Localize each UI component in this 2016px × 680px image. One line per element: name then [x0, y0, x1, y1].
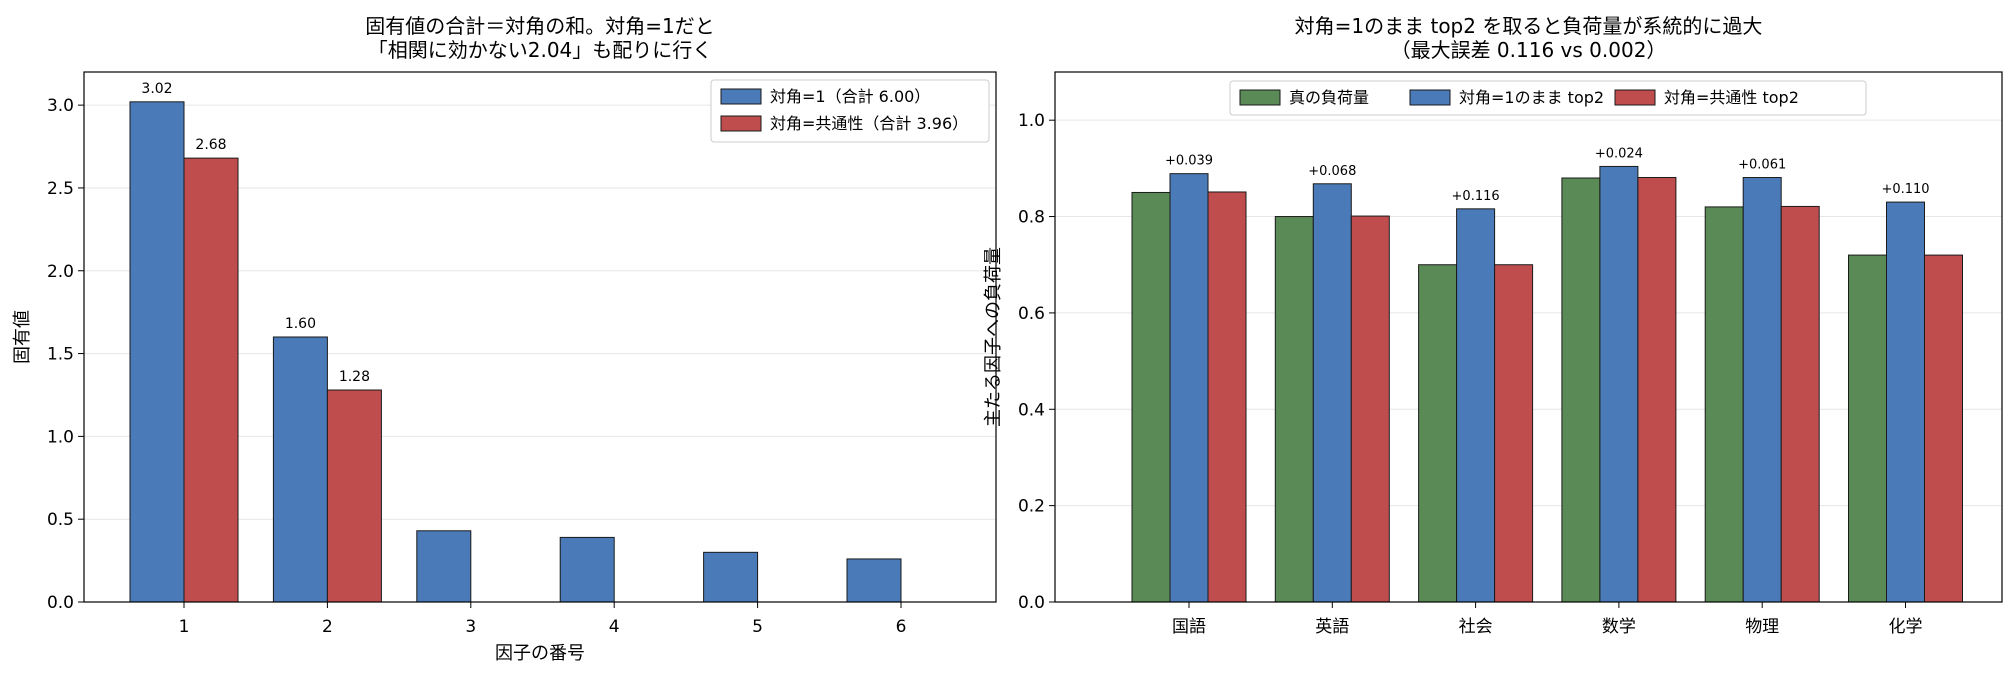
legend: 対角=1（合計 6.00） 対角=共通性（合計 3.96）	[710, 79, 990, 143]
chart-1: 固有値の合計＝対角の和。対角=1だと「相関に効かない2.04」も配りに行く 0.0…	[12, 14, 997, 664]
legend-box	[710, 79, 990, 143]
y-tick-label: 2.0	[47, 262, 74, 282]
y-tick-label: 0.2	[1018, 497, 1045, 517]
bar	[1704, 206, 1744, 603]
x-tick-label: 物理	[1745, 617, 1779, 637]
data-label: +0.068	[1308, 164, 1356, 179]
x-tick-label: 化学	[1889, 617, 1923, 637]
x-tick-label: 数学	[1602, 617, 1636, 637]
chart-title-line: 対角=1のまま top2 を取ると負荷量が系統的に過大	[1295, 14, 1763, 38]
bar	[559, 536, 615, 603]
bar	[272, 336, 328, 603]
legend-swatch	[1239, 89, 1281, 106]
bar	[416, 530, 472, 603]
legend-label: 対角=共通性（合計 3.96）	[770, 114, 968, 133]
bar	[1131, 191, 1171, 603]
data-label: +0.110	[1881, 182, 1929, 197]
data-label: +0.024	[1595, 146, 1643, 161]
x-tick-label: 2	[322, 617, 333, 637]
bar	[1169, 173, 1209, 603]
y-tick-label: 0.0	[1018, 593, 1045, 613]
legend-swatch	[1409, 89, 1451, 106]
x-tick-label: 国語	[1172, 617, 1206, 637]
bar	[1312, 183, 1352, 603]
y-tick-label: 1.5	[47, 345, 74, 365]
legend-swatch	[720, 88, 762, 105]
data-label: 3.02	[141, 81, 172, 97]
bar	[1742, 177, 1782, 603]
data-label: +0.116	[1452, 189, 1500, 204]
data-label: 1.28	[339, 369, 370, 385]
y-tick-label: 3.0	[47, 96, 74, 116]
bar	[129, 101, 185, 603]
plot-frame	[83, 71, 997, 603]
y-tick-label: 0.4	[1018, 400, 1045, 420]
bar	[326, 389, 382, 603]
chart-title-line: 固有値の合計＝対角の和。対角=1だと	[365, 14, 714, 38]
x-tick-label: 英語	[1315, 617, 1349, 637]
x-tick-label: 3	[465, 617, 476, 637]
bar	[1780, 205, 1820, 603]
data-label: +0.039	[1165, 154, 1213, 169]
data-label: 2.68	[195, 137, 226, 153]
bar	[703, 551, 759, 603]
y-tick-label: 0.8	[1018, 208, 1045, 228]
y-tick-label: 0.0	[47, 593, 74, 613]
data-label: 1.60	[285, 316, 316, 332]
bar	[1207, 191, 1247, 603]
chart-title-line: 「相関に効かない2.04」も配りに行く	[368, 38, 713, 62]
bar	[1456, 208, 1496, 603]
x-tick-label: 1	[179, 617, 190, 637]
data-label: +0.061	[1738, 158, 1786, 173]
bar	[1418, 264, 1458, 603]
legend-swatch	[720, 115, 762, 132]
legend: 真の負荷量 対角=1のまま top2 対角=共通性 top2	[1229, 80, 1867, 116]
bar	[846, 558, 902, 603]
y-tick-label: 1.0	[1018, 111, 1045, 131]
legend-label: 対角=1のまま top2	[1459, 88, 1604, 107]
bar	[1274, 216, 1314, 603]
plot-frame	[1054, 71, 2003, 603]
bar	[183, 157, 239, 603]
y-tick-label: 0.6	[1018, 304, 1045, 324]
x-tick-label: 5	[752, 617, 763, 637]
bar	[1350, 215, 1390, 603]
legend-box	[1229, 80, 1867, 116]
bar	[1886, 201, 1925, 603]
y-axis-label: 固有値	[12, 310, 33, 364]
y-axis-label: 主たる因子への負荷量	[983, 247, 1004, 427]
chart-2: 対角=1のまま top2 を取ると負荷量が系統的に過大（最大誤差 0.116 v…	[983, 14, 2003, 637]
bar	[1599, 165, 1639, 603]
y-tick-label: 2.5	[47, 179, 74, 199]
bar	[1848, 254, 1887, 603]
legend-swatch	[1614, 89, 1656, 106]
bar	[1637, 177, 1677, 603]
bar	[1561, 177, 1601, 603]
y-tick-label: 1.0	[47, 427, 74, 447]
bar	[1494, 264, 1534, 603]
bar	[1924, 254, 1963, 603]
chart-title-line: （最大誤差 0.116 vs 0.002）	[1391, 38, 1667, 62]
legend-label: 対角=共通性 top2	[1664, 88, 1799, 107]
x-tick-label: 社会	[1459, 617, 1493, 637]
x-tick-label: 4	[609, 617, 620, 637]
x-tick-label: 6	[896, 617, 907, 637]
y-tick-label: 0.5	[47, 510, 74, 530]
legend-label: 対角=1（合計 6.00）	[770, 87, 930, 106]
legend-label: 真の負荷量	[1289, 88, 1369, 107]
x-axis-label: 因子の番号	[495, 643, 585, 664]
